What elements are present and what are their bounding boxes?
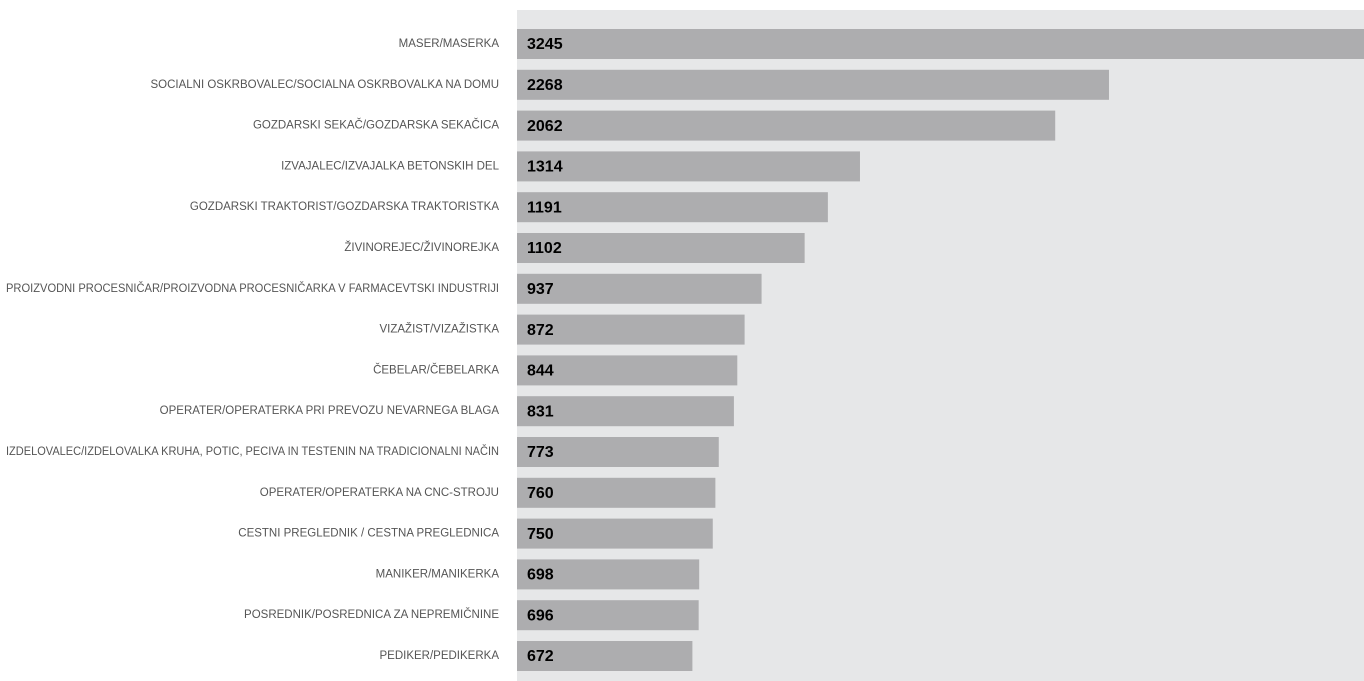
value-label: 672 [527, 648, 554, 665]
value-label: 3245 [527, 36, 563, 53]
bar [517, 600, 699, 631]
bar [517, 69, 1109, 100]
value-label: 698 [527, 567, 554, 584]
value-label: 1314 [527, 159, 563, 176]
bar [517, 355, 738, 386]
bar [517, 29, 1364, 59]
bar [517, 110, 1056, 141]
bar [517, 477, 716, 508]
value-label: 773 [527, 444, 554, 461]
category-label: OPERATER/OPERATERKA PRI PREVOZU NEVARNEG… [160, 405, 500, 417]
value-label: 750 [527, 526, 554, 543]
category-label: PEDIKER/PEDIKERKA [379, 650, 499, 662]
value-label: 2268 [527, 77, 563, 94]
bar [517, 233, 805, 263]
bar [517, 396, 734, 427]
bar [517, 314, 745, 345]
bar [517, 192, 828, 223]
value-label: 760 [527, 485, 554, 502]
category-label: POSREDNIK/POSREDNICA ZA NEPREMIČNINE [244, 608, 499, 621]
category-label: ČEBELAR/ČEBELARKA [373, 363, 499, 376]
category-label: SOCIALNI OSKRBOVALEC/SOCIALNA OSKRBOVALK… [150, 79, 499, 91]
category-label: GOZDARSKI SEKAČ/GOZDARSKA SEKAČICA [253, 119, 499, 132]
category-label: MASER/MASERKA [399, 38, 500, 50]
category-label: ŽIVINOREJEC/ŽIVINOREJKA [344, 241, 499, 254]
category-label: VIZAŽIST/VIZAŽISTKA [380, 323, 500, 336]
bar [517, 437, 719, 467]
bar [517, 641, 693, 671]
value-label: 831 [527, 403, 554, 420]
value-label: 2062 [527, 118, 563, 135]
category-label: CESTNI PREGLEDNIK / CESTNA PREGLEDNICA [238, 528, 499, 540]
value-label: 696 [527, 607, 554, 624]
value-label: 1102 [527, 240, 562, 257]
value-label: 844 [527, 363, 554, 380]
category-label: MANIKER/MANIKERKA [376, 568, 500, 580]
bar [517, 151, 860, 182]
value-label: 937 [527, 281, 554, 298]
bar [517, 518, 713, 549]
value-label: 1191 [527, 199, 562, 216]
category-label: IZVAJALEC/IZVAJALKA BETONSKIH DEL [281, 160, 500, 172]
value-label: 872 [527, 322, 554, 339]
bar [517, 273, 762, 304]
category-label: PROIZVODNI PROCESNIČAR/PROIZVODNA PROCES… [6, 282, 499, 295]
category-label: IZDELOVALEC/IZDELOVALKA KRUHA, POTIC, PE… [6, 445, 499, 458]
category-label: OPERATER/OPERATERKA NA CNC-STROJU [260, 487, 499, 499]
bar [517, 559, 700, 590]
category-label: GOZDARSKI TRAKTORIST/GOZDARSKA TRAKTORIS… [190, 201, 499, 213]
